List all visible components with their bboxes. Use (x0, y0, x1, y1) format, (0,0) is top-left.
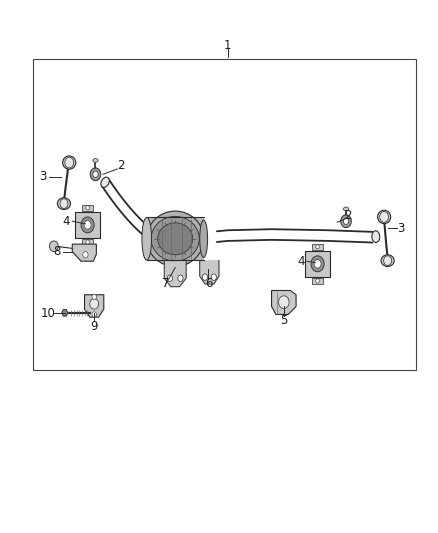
Ellipse shape (343, 207, 349, 211)
Circle shape (93, 171, 98, 177)
Bar (82, 205, 93, 211)
Circle shape (90, 298, 99, 309)
Ellipse shape (372, 231, 380, 243)
Circle shape (279, 296, 289, 309)
Circle shape (84, 221, 91, 229)
Polygon shape (272, 290, 296, 314)
Circle shape (314, 260, 321, 268)
Circle shape (316, 245, 319, 249)
Circle shape (86, 240, 89, 244)
Ellipse shape (378, 210, 391, 224)
Circle shape (90, 168, 101, 181)
Ellipse shape (147, 211, 204, 266)
Circle shape (311, 256, 324, 272)
Text: 8: 8 (53, 245, 60, 258)
Circle shape (341, 215, 351, 228)
Ellipse shape (142, 217, 152, 260)
Circle shape (65, 157, 74, 168)
Circle shape (81, 217, 94, 233)
Circle shape (343, 218, 349, 224)
Circle shape (83, 252, 88, 258)
Ellipse shape (381, 255, 394, 266)
Polygon shape (164, 261, 186, 287)
Ellipse shape (63, 156, 76, 169)
Circle shape (92, 312, 96, 317)
Text: 1: 1 (224, 39, 232, 52)
Ellipse shape (93, 159, 98, 162)
Circle shape (384, 256, 392, 265)
Circle shape (167, 275, 173, 281)
Text: 5: 5 (280, 314, 287, 327)
Circle shape (86, 206, 89, 210)
Polygon shape (62, 310, 68, 316)
Text: 3: 3 (398, 222, 405, 235)
Bar (82, 239, 93, 245)
Text: 10: 10 (41, 307, 56, 320)
Circle shape (380, 212, 389, 222)
Text: 7: 7 (162, 277, 170, 290)
Text: 4: 4 (63, 215, 71, 228)
Bar (312, 244, 323, 250)
FancyBboxPatch shape (147, 217, 204, 260)
Polygon shape (85, 295, 104, 317)
Circle shape (49, 241, 58, 252)
Bar (312, 278, 323, 284)
Circle shape (316, 279, 319, 283)
Circle shape (211, 274, 216, 280)
Text: 2: 2 (344, 209, 352, 222)
Bar (33, 59, 416, 370)
Text: 6: 6 (205, 277, 212, 290)
Circle shape (92, 294, 96, 300)
Text: 9: 9 (90, 320, 98, 333)
Ellipse shape (101, 177, 110, 188)
Circle shape (60, 199, 68, 208)
Circle shape (202, 274, 208, 280)
Polygon shape (200, 260, 219, 284)
FancyBboxPatch shape (75, 212, 100, 238)
Text: 4: 4 (297, 255, 305, 268)
FancyBboxPatch shape (305, 251, 330, 277)
Ellipse shape (151, 216, 199, 261)
Ellipse shape (200, 220, 208, 257)
Text: 2: 2 (117, 159, 124, 172)
Circle shape (178, 275, 183, 281)
Ellipse shape (57, 198, 71, 209)
Ellipse shape (158, 223, 193, 255)
Text: 3: 3 (39, 171, 46, 183)
Polygon shape (72, 244, 96, 261)
